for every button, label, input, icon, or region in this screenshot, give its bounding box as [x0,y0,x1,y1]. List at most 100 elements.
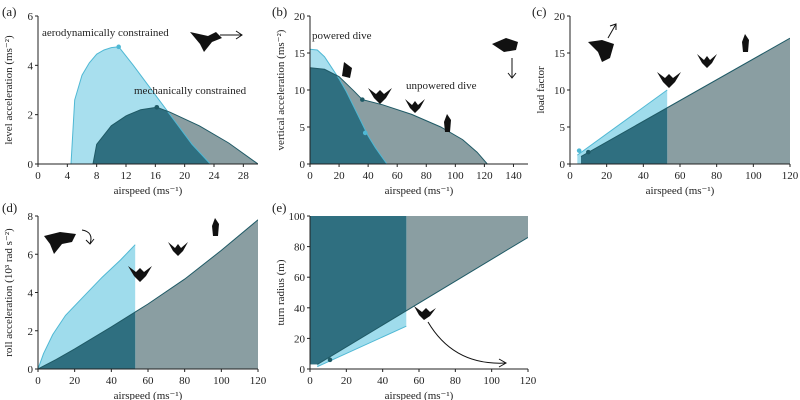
chart-panel-b: 0 20 40 60 80 100 120 140 0 5 10 15 20 airspeed (ms⁻¹… [272,4,528,197]
plot-area-c [577,37,790,164]
panel-label-d: (d) [2,200,17,215]
marker-b-1 [362,130,368,136]
bird-wings-up-icon-4 [697,54,717,68]
x-tick-label-c-2: 40 [638,170,650,182]
y-tick-label-c-1: 5 [560,122,566,134]
y-axis-label-a: level acceleration (ms⁻²) [3,35,15,145]
bird-turn-icon [414,306,508,368]
y-tick-label-b-0: 0 [300,159,306,171]
x-tick-label-e-1: 20 [341,375,353,387]
x-tick-label-a-1: 4 [65,170,71,182]
x-tick-label-b-6: 120 [476,170,493,182]
y-tick-label-b-1: 5 [300,122,306,134]
x-tick-label-a-0: 0 [35,170,41,182]
series-line-e-mechanical [317,236,528,365]
y-tick-label-e-1: 20 [294,333,306,345]
y-axis-label-e: turn radius (m) [275,259,287,325]
x-tick-label-a-5: 20 [179,170,191,182]
marker-b-0 [360,97,365,102]
chart-panel-d: 0 20 40 60 80 100 120 0 2 4 6 8 airspeed (ms⁻¹) roll … [2,200,267,400]
panel-label-a: (a) [2,4,16,19]
bird-stoop-icon [492,38,518,79]
x-tick-label-a-3: 12 [121,170,132,182]
annotation-mech-1: mechanically constrained [134,85,247,97]
x-tick-label-c-4: 80 [711,170,723,182]
y-tick-label-d-4: 8 [28,211,34,223]
bird-pull-up-icon [588,23,617,62]
panel-label-c: (c) [532,4,546,19]
x-tick-label-d-2: 40 [106,375,118,387]
x-tick-label-b-4: 80 [421,170,433,182]
chart-panel-c: 0 20 40 60 80 100 120 0 5 10 15 20 airspeed (ms⁻¹) lo… [532,4,799,197]
y-tick-label-c-4: 20 [554,11,566,23]
y-tick-label-e-5: 100 [289,211,306,223]
panel-label-e: (e) [272,200,286,215]
marker-c-1 [586,149,591,155]
x-tick-label-c-1: 20 [601,170,613,182]
x-tick-label-d-5: 100 [213,375,230,387]
y-tick-label-d-0: 0 [28,364,34,376]
series-line-c-aero [577,89,668,156]
y-tick-label-d-2: 4 [28,288,34,300]
y-axis-label-c: load factor [535,66,547,114]
bird-gliding-icon [190,30,243,52]
series-overlap-d [38,312,136,369]
annotation-powered-dive: powered dive [312,30,372,42]
x-tick-label-b-0: 0 [307,170,313,182]
x-tick-label-e-5: 100 [483,375,500,387]
series-overlap-a [93,107,211,164]
x-tick-label-d-3: 60 [143,375,155,387]
y-tick-label-b-3: 15 [294,48,306,60]
y-tick-label-b-2: 10 [294,85,306,97]
x-tick-label-d-1: 20 [69,375,81,387]
bird-wings-up-icon [368,88,392,104]
plot-area-e [310,216,528,368]
y-tick-label-b-4: 20 [294,11,306,23]
y-tick-label-d-1: 2 [28,326,34,338]
y-tick-label-a-0: 0 [28,159,34,171]
x-tick-label-d-4: 80 [179,375,191,387]
x-tick-label-c-0: 0 [567,170,573,182]
x-tick-label-e-2: 40 [377,375,389,387]
y-tick-label-d-3: 6 [28,249,34,261]
x-tick-label-c-6: 120 [782,170,799,182]
x-tick-label-d-0: 0 [35,375,41,387]
series-line-d-aero [38,244,136,369]
x-axis-label-a: airspeed (ms⁻¹) [114,185,183,197]
marker-a-1 [154,104,160,110]
x-tick-label-b-5: 100 [447,170,464,182]
x-tick-label-a-2: 8 [94,170,100,182]
y-tick-label-a-2: 4 [28,60,34,72]
series-line-a-mechanical [92,106,258,164]
series-area-d-mechanical [38,219,258,369]
bird-tuck-icon [342,62,352,78]
bird-roll-icon [44,229,95,254]
x-tick-label-b-7: 140 [505,170,522,182]
plot-area-d [38,219,258,369]
x-axis-label-b: airspeed (ms⁻¹) [385,185,454,197]
series-line-d-mechanical [38,219,258,369]
y-tick-label-e-2: 40 [294,303,306,315]
series-line-a-aero [70,46,211,164]
x-tick-label-b-2: 40 [363,170,375,182]
x-axis-label-e: airspeed (ms⁻¹) [385,390,454,400]
chart-panel-e: 0 20 40 60 80 100 120 0 20 40 60 80 100 airspeed (ms⁻… [272,200,537,400]
marker-e-0 [327,357,333,363]
annotation-unpowered-dive: unpowered dive [406,80,477,92]
y-tick-label-a-3: 6 [28,11,34,23]
x-tick-label-e-4: 80 [450,375,462,387]
y-tick-label-c-3: 15 [554,48,566,60]
marker-a-0 [116,44,121,50]
y-tick-label-e-3: 60 [294,272,306,284]
x-tick-label-e-3: 60 [414,375,426,387]
bird-closed-icon-2 [742,34,749,52]
y-tick-label-c-2: 10 [554,85,566,97]
bird-wings-up-icon-5 [128,266,152,282]
y-tick-label-e-0: 0 [300,364,306,376]
y-axis-label-b: vertical acceleration (ms⁻²) [275,29,287,150]
y-tick-label-c-0: 0 [560,159,566,171]
x-tick-label-a-7: 28 [238,170,250,182]
x-tick-label-a-4: 16 [150,170,162,182]
